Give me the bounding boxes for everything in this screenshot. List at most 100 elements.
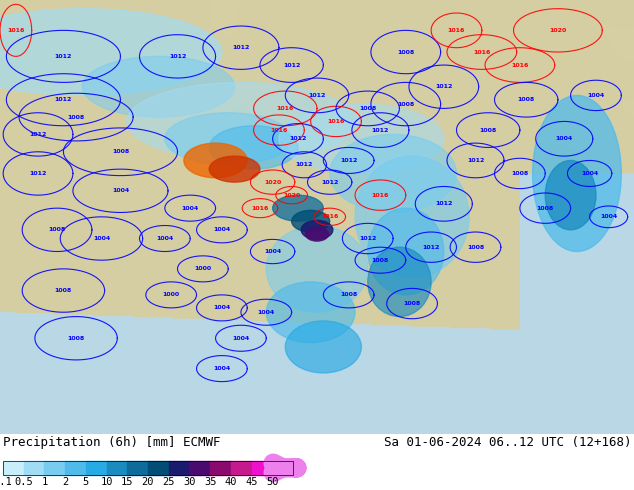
Text: 1008: 1008 — [372, 258, 389, 263]
Text: 1008: 1008 — [511, 171, 529, 176]
Text: 30: 30 — [183, 477, 196, 487]
Text: 1008: 1008 — [340, 293, 358, 297]
Text: 1004: 1004 — [555, 136, 573, 141]
Text: 50: 50 — [266, 477, 278, 487]
Text: 1020: 1020 — [283, 193, 301, 197]
Text: 10: 10 — [100, 477, 113, 487]
Text: 1016: 1016 — [270, 127, 288, 133]
Text: 20: 20 — [142, 477, 154, 487]
Ellipse shape — [273, 195, 323, 221]
Text: 1020: 1020 — [549, 28, 567, 33]
Text: 1012: 1012 — [55, 54, 72, 59]
Ellipse shape — [266, 225, 368, 312]
Text: 1008: 1008 — [517, 97, 535, 102]
Text: 1016: 1016 — [448, 28, 465, 33]
Text: 25: 25 — [162, 477, 175, 487]
Text: 1012: 1012 — [422, 245, 440, 250]
Text: 1012: 1012 — [435, 201, 453, 206]
Text: 1004: 1004 — [600, 214, 618, 220]
Ellipse shape — [292, 210, 330, 232]
Text: 1012: 1012 — [289, 136, 307, 141]
Text: Precipitation (6h) [mm] ECMWF: Precipitation (6h) [mm] ECMWF — [3, 436, 221, 449]
Bar — [65, 461, 86, 475]
Ellipse shape — [127, 82, 355, 160]
Text: 1008: 1008 — [48, 227, 66, 232]
Ellipse shape — [301, 220, 333, 240]
Ellipse shape — [355, 156, 469, 277]
Bar — [210, 461, 231, 475]
Ellipse shape — [209, 156, 260, 182]
Text: 1012: 1012 — [29, 171, 47, 176]
Text: 1012: 1012 — [29, 132, 47, 137]
Text: 1012: 1012 — [435, 84, 453, 89]
Text: 1004: 1004 — [257, 310, 275, 315]
Text: 1008: 1008 — [397, 101, 415, 107]
Text: 1004: 1004 — [213, 305, 231, 310]
Text: 1000: 1000 — [162, 293, 180, 297]
Bar — [190, 461, 210, 475]
Text: 1016: 1016 — [327, 119, 345, 124]
Text: 1008: 1008 — [55, 288, 72, 293]
Text: 1012: 1012 — [321, 180, 339, 185]
Bar — [3, 461, 23, 475]
Bar — [107, 461, 127, 475]
Text: 1004: 1004 — [156, 236, 174, 241]
Bar — [86, 461, 107, 475]
Text: 1012: 1012 — [372, 127, 389, 133]
Text: 1016: 1016 — [372, 193, 389, 197]
Text: 1008: 1008 — [403, 301, 421, 306]
Text: 1008: 1008 — [359, 106, 377, 111]
Text: 1008: 1008 — [112, 149, 129, 154]
Text: 1004: 1004 — [587, 93, 605, 98]
Ellipse shape — [306, 227, 328, 241]
Text: 2: 2 — [62, 477, 68, 487]
Text: 1: 1 — [41, 477, 48, 487]
Text: 35: 35 — [204, 477, 216, 487]
Ellipse shape — [279, 104, 444, 173]
Text: 1016: 1016 — [276, 106, 294, 111]
Bar — [169, 461, 190, 475]
Bar — [231, 461, 252, 475]
Text: 1016: 1016 — [7, 28, 25, 33]
Text: 0.5: 0.5 — [15, 477, 33, 487]
Text: Sa 01-06-2024 06..12 UTC (12+168): Sa 01-06-2024 06..12 UTC (12+168) — [384, 436, 631, 449]
Bar — [148, 461, 169, 475]
Text: 1004: 1004 — [581, 171, 598, 176]
Ellipse shape — [82, 56, 235, 117]
Text: 1020: 1020 — [264, 180, 281, 185]
Ellipse shape — [533, 96, 621, 251]
Text: 1012: 1012 — [232, 45, 250, 50]
Ellipse shape — [545, 160, 596, 230]
Text: 1008: 1008 — [397, 49, 415, 54]
Ellipse shape — [0, 9, 222, 96]
Bar — [44, 461, 65, 475]
Text: 1004: 1004 — [181, 206, 199, 211]
Text: 1004: 1004 — [93, 236, 110, 241]
Text: 5: 5 — [82, 477, 89, 487]
Text: 1004: 1004 — [264, 249, 281, 254]
Bar — [3, 461, 293, 475]
Text: 1012: 1012 — [359, 236, 377, 241]
Text: 1008: 1008 — [467, 245, 484, 250]
Text: 1000: 1000 — [194, 267, 212, 271]
Bar — [127, 461, 148, 475]
Text: 1004: 1004 — [112, 188, 129, 194]
Text: 1008: 1008 — [479, 127, 497, 133]
Text: 1012: 1012 — [55, 97, 72, 102]
Bar — [272, 461, 293, 475]
Text: 1016: 1016 — [473, 49, 491, 54]
Text: 1004: 1004 — [213, 366, 231, 371]
Text: 1012: 1012 — [295, 162, 313, 167]
Text: 1016: 1016 — [251, 206, 269, 211]
Text: 45: 45 — [245, 477, 258, 487]
Bar — [23, 461, 44, 475]
Text: 1012: 1012 — [169, 54, 186, 59]
Text: 40: 40 — [224, 477, 237, 487]
Ellipse shape — [285, 321, 361, 373]
Ellipse shape — [368, 247, 431, 317]
Text: 15: 15 — [121, 477, 134, 487]
Text: 1008: 1008 — [536, 206, 554, 211]
Text: 1012: 1012 — [340, 158, 358, 163]
Text: 1012: 1012 — [467, 158, 484, 163]
Text: 1012: 1012 — [308, 93, 326, 98]
